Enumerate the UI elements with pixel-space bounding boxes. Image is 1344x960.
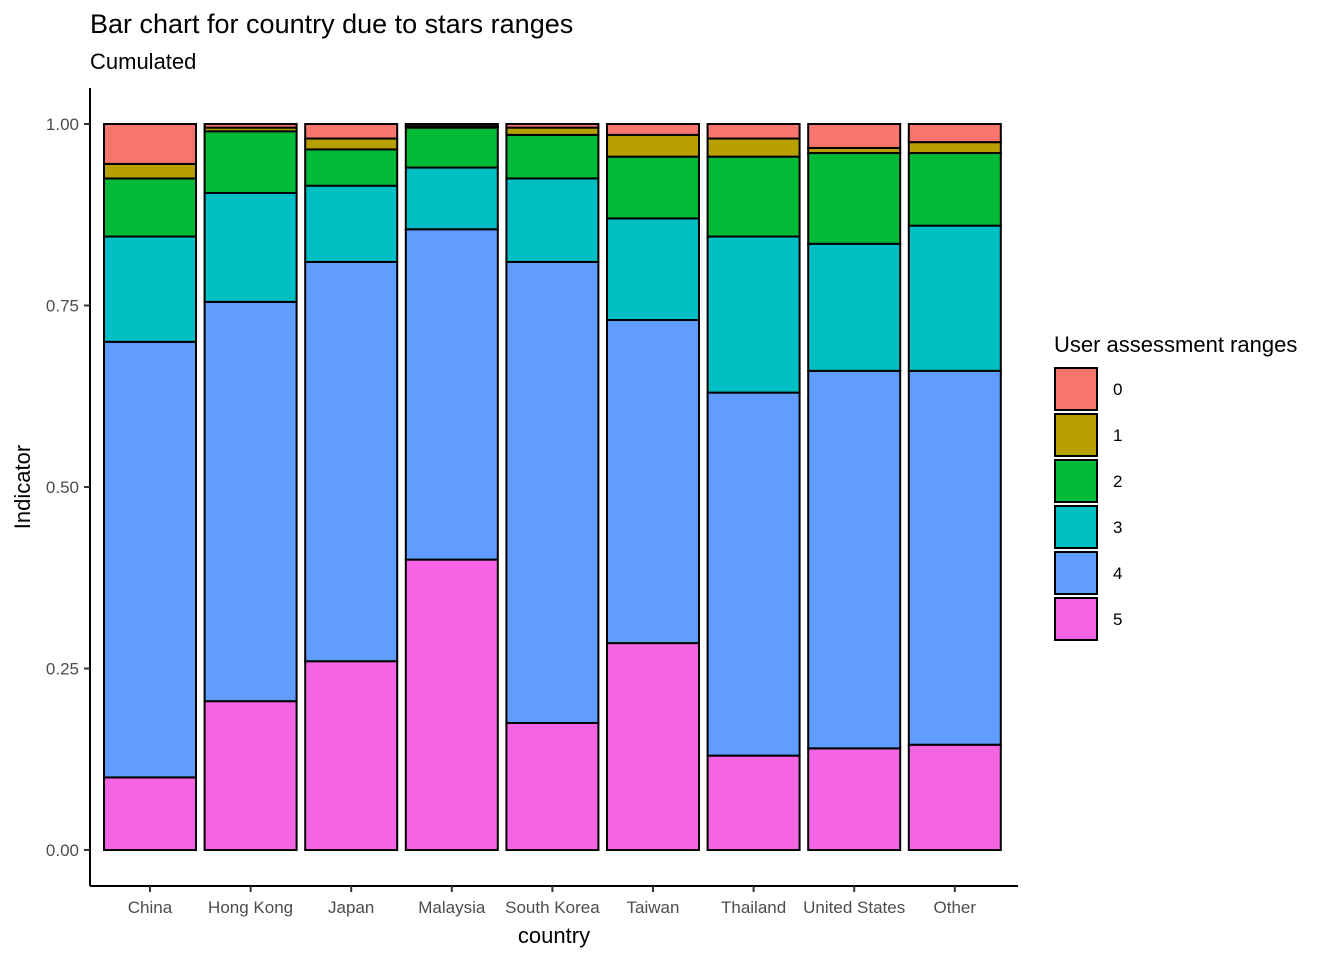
bar-segment-taiwan-range-4 (606, 319, 700, 645)
bar-segment-other-range-4 (907, 369, 1002, 746)
legend-key-3 (1054, 505, 1098, 549)
x-tick-label: United States (803, 898, 905, 917)
bars (103, 123, 1002, 852)
bar-segment-thailand-range-0 (706, 123, 801, 140)
bar-segment-malaysia-range-0 (404, 123, 499, 128)
legend-label-2: 2 (1113, 472, 1122, 491)
bar-segment-thailand-range-4 (706, 391, 801, 757)
bar-segment-china-range-5 (103, 776, 197, 852)
bar-segment-other-range-5 (907, 743, 1002, 851)
bar-segment-hong-kong-range-3 (203, 191, 298, 303)
bar-segment-south-korea-range-4 (505, 260, 600, 724)
bar-segment-japan-range-2 (304, 148, 399, 187)
bar-segment-united-states-range-4 (807, 369, 902, 750)
bar-segment-thailand-range-1 (706, 137, 801, 158)
chart-subtitle: Cumulated (90, 49, 196, 74)
bar-segment-united-states-range-5 (807, 747, 902, 851)
bar-segment-taiwan-range-2 (606, 155, 700, 220)
bar-segment-thailand-range-3 (706, 235, 801, 394)
bar-segment-china-range-1 (103, 162, 197, 180)
x-tick-label: Taiwan (627, 898, 680, 917)
bar-segment-other-range-3 (907, 224, 1002, 372)
y-tick-label: 1.00 (46, 115, 79, 134)
bar-segment-south-korea-range-0 (505, 123, 600, 129)
x-tick-label: Thailand (721, 898, 786, 917)
x-axis: China Hong Kong Japan Malaysia South Korea Ta… (90, 885, 1018, 917)
x-tick-label: Other (934, 898, 977, 917)
y-tick-label: 0.25 (46, 660, 79, 679)
bar-segment-japan-range-1 (304, 137, 399, 151)
y-tick-label: 0.00 (46, 841, 79, 860)
bar-segment-united-states-range-0 (807, 123, 902, 149)
legend-key-0 (1054, 367, 1098, 411)
x-tick-label: Hong Kong (208, 898, 293, 917)
bar-segment-hong-kong-range-2 (203, 130, 298, 194)
bar-segment-taiwan-range-3 (606, 217, 700, 322)
bar-segment-thailand-range-5 (706, 754, 801, 851)
bar-segment-malaysia-range-2 (404, 126, 499, 169)
x-tick-label: South Korea (505, 898, 600, 917)
bar-segment-south-korea-range-2 (505, 133, 600, 180)
bar-segment-malaysia-range-3 (404, 166, 499, 231)
legend: User assessment ranges 0 1 2 3 4 5 (1054, 332, 1297, 641)
legend-label-3: 3 (1113, 518, 1122, 537)
legend-key-1 (1054, 413, 1098, 457)
x-tick-label: China (128, 898, 173, 917)
legend-key-5 (1054, 597, 1098, 641)
bar-segment-taiwan-range-5 (606, 642, 700, 852)
bar-segment-hong-kong-range-5 (203, 700, 298, 851)
bar-segment-other-range-1 (907, 141, 1002, 155)
bar-segment-malaysia-range-4 (404, 228, 499, 561)
chart-title: Bar chart for country due to stars range… (90, 9, 573, 39)
x-axis-title: country (518, 923, 590, 948)
legend-key-2 (1054, 459, 1098, 503)
bar-segment-china-range-3 (103, 235, 197, 343)
bar-segment-china-range-4 (103, 340, 197, 779)
bar-segment-united-states-range-3 (807, 242, 902, 372)
bar-segment-united-states-range-2 (807, 152, 902, 245)
legend-label-0: 0 (1113, 380, 1122, 399)
bar-segment-china-range-2 (103, 177, 197, 238)
bar-segment-taiwan-range-0 (606, 123, 700, 136)
bar-segment-malaysia-range-5 (404, 558, 499, 851)
bar-segment-taiwan-range-1 (606, 133, 700, 158)
bar-segment-hong-kong-range-4 (203, 300, 298, 703)
bar-segment-japan-range-4 (304, 260, 399, 663)
legend-label-4: 4 (1113, 564, 1122, 583)
bar-segment-japan-range-3 (304, 184, 399, 263)
bar-segment-south-korea-range-3 (505, 177, 600, 263)
y-axis: 0.00 0.25 0.50 0.75 1.00 (46, 88, 91, 886)
legend-label-5: 5 (1113, 610, 1122, 629)
bar-segment-south-korea-range-5 (505, 721, 600, 852)
y-axis-title: Indicator (10, 445, 35, 529)
bar-segment-other-range-0 (907, 123, 1002, 144)
bar-segment-south-korea-range-1 (505, 126, 600, 136)
y-tick-label: 0.50 (46, 478, 79, 497)
bar-segment-other-range-2 (907, 152, 1002, 227)
bar-segment-hong-kong-range-0 (203, 123, 298, 129)
y-tick-label: 0.75 (46, 297, 79, 316)
x-tick-label: Malaysia (418, 898, 486, 917)
bar-segment-japan-range-0 (304, 123, 399, 140)
legend-label-1: 1 (1113, 426, 1122, 445)
bar-segment-thailand-range-2 (706, 155, 801, 238)
legend-key-4 (1054, 551, 1098, 595)
legend-title: User assessment ranges (1054, 332, 1297, 357)
x-tick-label: Japan (328, 898, 374, 917)
bar-segment-china-range-0 (103, 123, 197, 165)
bar-segment-japan-range-5 (304, 660, 399, 851)
